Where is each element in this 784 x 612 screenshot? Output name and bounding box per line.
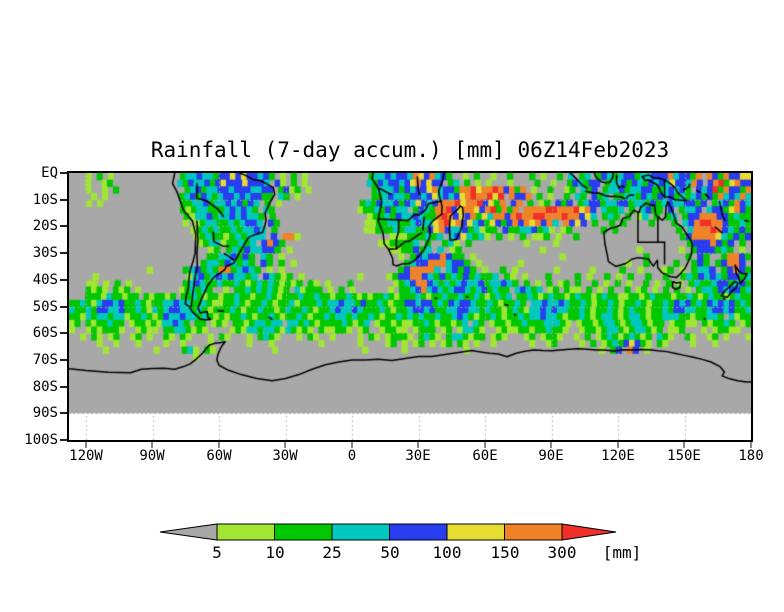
x-tick bbox=[351, 442, 353, 448]
y-axis-label: EQ bbox=[41, 165, 58, 181]
y-tick bbox=[60, 359, 67, 361]
map-plot-area bbox=[67, 171, 753, 442]
colorbar-segment bbox=[504, 523, 563, 541]
x-axis-label: 90W bbox=[139, 448, 165, 464]
y-tick bbox=[60, 306, 67, 308]
y-tick bbox=[60, 412, 67, 414]
y-tick bbox=[60, 225, 67, 227]
colorbar bbox=[159, 523, 617, 541]
y-axis-label: 50S bbox=[32, 299, 58, 315]
colorbar-above-arrow bbox=[561, 523, 617, 541]
x-axis-label: 30W bbox=[272, 448, 298, 464]
y-tick bbox=[60, 386, 67, 388]
x-tick bbox=[85, 442, 87, 448]
x-axis-label: 120E bbox=[601, 448, 635, 464]
x-tick bbox=[218, 442, 220, 448]
x-tick bbox=[284, 442, 286, 448]
x-tick bbox=[550, 442, 552, 448]
colorbar-segment bbox=[331, 523, 390, 541]
y-axis-label: 20S bbox=[32, 218, 58, 234]
colorbar-tick-label: 50 bbox=[380, 543, 400, 562]
x-tick bbox=[750, 442, 752, 448]
x-axis-label: 120W bbox=[69, 448, 103, 464]
x-tick bbox=[151, 442, 153, 448]
y-axis-label: 10S bbox=[32, 192, 58, 208]
x-axis-label: 150E bbox=[667, 448, 701, 464]
x-axis-label: 0 bbox=[347, 448, 357, 464]
x-axis-label: 30E bbox=[405, 448, 431, 464]
x-tick bbox=[617, 442, 619, 448]
y-axis-label: 30S bbox=[32, 245, 58, 261]
y-axis-label: 40S bbox=[32, 272, 58, 288]
y-tick bbox=[60, 252, 67, 254]
colorbar-tick-label: 150 bbox=[490, 543, 520, 562]
x-axis-label: 90E bbox=[538, 448, 564, 464]
y-tick bbox=[60, 439, 67, 441]
y-axis-label: 60S bbox=[32, 325, 58, 341]
x-tick bbox=[683, 442, 685, 448]
y-axis-label: 70S bbox=[32, 352, 58, 368]
colorbar-tick-label: 10 bbox=[265, 543, 285, 562]
x-tick bbox=[484, 442, 486, 448]
colorbar-segment bbox=[389, 523, 448, 541]
x-axis-label: 60W bbox=[206, 448, 232, 464]
colorbar-segment bbox=[446, 523, 505, 541]
colorbar-tick-label: 5 bbox=[212, 543, 222, 562]
x-axis-label: 180 bbox=[738, 448, 764, 464]
colorbar-tick-label: 100 bbox=[432, 543, 462, 562]
x-axis-label: 60E bbox=[472, 448, 498, 464]
colorbar-segment bbox=[216, 523, 275, 541]
y-tick bbox=[60, 279, 67, 281]
y-axis-label: 100S bbox=[24, 432, 58, 448]
plot-title: Rainfall (7-day accum.) [mm] 06Z14Feb202… bbox=[150, 138, 670, 162]
colorbar-unit-label: [mm] bbox=[602, 543, 642, 562]
y-tick bbox=[60, 332, 67, 334]
y-axis-label: 80S bbox=[32, 379, 58, 395]
colorbar-tick-label: 300 bbox=[547, 543, 577, 562]
rainfall-map-canvas bbox=[69, 173, 751, 440]
y-axis-label: 90S bbox=[32, 405, 58, 421]
x-tick bbox=[417, 442, 419, 448]
colorbar-tick-label: 25 bbox=[322, 543, 342, 562]
colorbar-segment bbox=[274, 523, 333, 541]
colorbar-below-arrow bbox=[159, 523, 218, 541]
y-tick bbox=[60, 199, 67, 201]
y-tick bbox=[60, 172, 67, 174]
